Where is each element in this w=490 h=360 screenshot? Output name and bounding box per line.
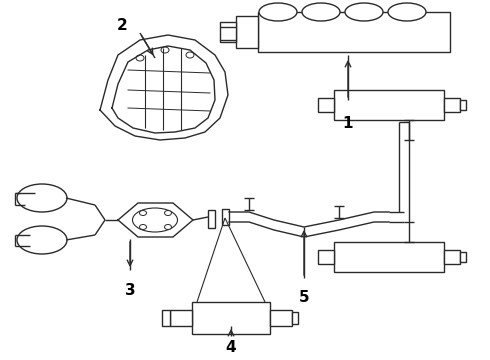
Bar [270, 310, 292, 326]
Text: 3: 3 [124, 283, 135, 298]
Text: 5: 5 [299, 290, 309, 305]
Bar [220, 22, 236, 42]
Bar [170, 310, 192, 326]
Ellipse shape [302, 3, 340, 21]
Ellipse shape [186, 52, 194, 58]
Text: 1: 1 [343, 116, 353, 131]
Ellipse shape [17, 184, 67, 212]
Bar [236, 16, 258, 48]
Bar [292, 312, 298, 324]
Ellipse shape [140, 211, 147, 216]
Bar [318, 250, 334, 264]
Ellipse shape [17, 226, 67, 254]
Ellipse shape [259, 3, 297, 21]
Ellipse shape [345, 3, 383, 21]
Text: 2: 2 [117, 18, 127, 33]
Bar [208, 210, 215, 228]
Ellipse shape [165, 225, 172, 230]
Ellipse shape [136, 55, 144, 61]
Ellipse shape [388, 3, 426, 21]
Bar [258, 12, 450, 52]
Bar [192, 302, 270, 334]
Bar [162, 310, 170, 326]
Bar [318, 98, 334, 112]
Bar [334, 242, 444, 272]
Bar [460, 252, 466, 262]
Bar [444, 250, 460, 264]
Bar [222, 209, 229, 225]
Ellipse shape [165, 211, 172, 216]
Bar [334, 90, 444, 120]
Bar [444, 98, 460, 112]
Ellipse shape [140, 225, 147, 230]
Text: 4: 4 [226, 340, 236, 355]
Bar [460, 100, 466, 110]
Ellipse shape [132, 208, 177, 232]
Ellipse shape [161, 47, 169, 53]
